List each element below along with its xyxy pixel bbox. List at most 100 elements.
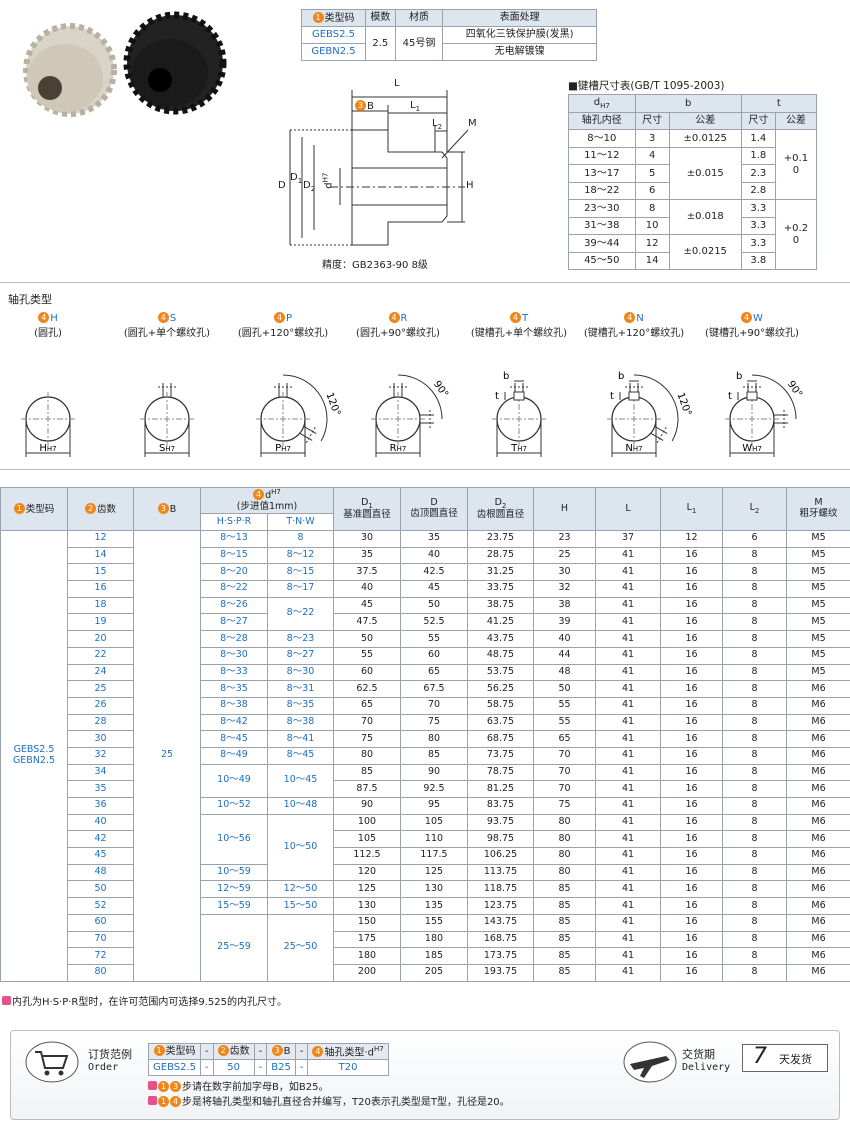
text: B25 [271, 1061, 291, 1073]
text: 105 [424, 816, 444, 828]
text: 8 [751, 816, 758, 828]
text: 11～12 [584, 150, 620, 161]
cell: 25～59 [200, 913, 268, 982]
text: 48 [558, 665, 571, 677]
row: 8～10 3 ±0.0125 1.4 +0.1 0 [568, 129, 818, 200]
hole-drawing: 120°PH7 [256, 374, 342, 457]
cell: 14 [634, 251, 670, 270]
cell: +0.1 0 [774, 129, 818, 200]
text: 41 [621, 866, 635, 878]
text: 16 [685, 932, 698, 944]
cell: 8～45 [267, 746, 334, 765]
cell: 55 [533, 713, 596, 732]
text: 32 [94, 749, 107, 761]
header-cell: 2 齿数 [67, 487, 134, 531]
text: 16 [685, 599, 698, 611]
cell: 65 [533, 730, 596, 748]
cell: 72 [67, 947, 134, 965]
row: 32 8～49 8～45 80 85 73.75 70 41 16 8 M6 [1, 746, 850, 765]
angle-arc [751, 374, 797, 420]
step-badge: 1 [153, 1045, 165, 1057]
cell: 8 [722, 546, 787, 565]
text: D [361, 496, 369, 508]
cell: 42 [67, 830, 134, 849]
text: B [367, 101, 374, 112]
text: 尺寸 [642, 115, 663, 126]
cell: 8 [722, 713, 787, 732]
text: 65 [360, 699, 374, 711]
cell: 35 [400, 530, 468, 548]
text: 齿顶圆直径 [410, 508, 458, 519]
hole-drawing: SH7 [140, 383, 194, 457]
text: 48 [94, 866, 107, 878]
dim-label: HH7 [39, 443, 56, 454]
cell: 105 [333, 830, 401, 849]
cell: 200 [333, 963, 401, 982]
text: 41 [621, 782, 635, 794]
cell: 8 [722, 680, 787, 698]
cell: 8 [722, 663, 787, 682]
cell: 25～50 [267, 913, 334, 982]
cell: 8～15 [200, 546, 268, 565]
cell: 8～38 [267, 713, 334, 732]
text: 13～17 [584, 167, 620, 179]
cell: 52.5 [400, 613, 468, 632]
cell: 2.8 [740, 181, 776, 200]
text: 41 [621, 632, 635, 644]
row: 24 8～33 8～30 60 65 53.75 48 41 16 8 M5 [1, 663, 850, 682]
cell: 75 [400, 713, 468, 732]
cell: M6 [786, 713, 850, 732]
text: M5 [811, 615, 826, 627]
cell: 18～22 [568, 181, 636, 200]
text: 55 [360, 649, 374, 661]
text: T·N·W [286, 515, 315, 527]
text: 12～50 [283, 882, 318, 894]
cell: 85 [533, 930, 596, 949]
text: 85 [558, 916, 571, 928]
cell: 8～27 [267, 646, 334, 665]
cell: ±0.015 [668, 146, 742, 200]
header-cell: 尺寸 [740, 111, 776, 130]
cell: 60 [400, 646, 468, 665]
text: 98.75 [486, 832, 515, 844]
text: 16 [685, 866, 698, 878]
text: 类型码 [165, 1046, 196, 1058]
b-label: b [736, 371, 742, 382]
text: 8 [751, 549, 758, 561]
text: 2.3 [750, 167, 767, 179]
cell: 47.5 [333, 613, 401, 632]
row: 18～22 6 2.8 [568, 181, 817, 200]
cell: 16 [660, 830, 723, 849]
text: 80 [94, 966, 107, 978]
text: ±0.015 [686, 167, 724, 179]
text: 44 [558, 649, 571, 661]
cell: 70 [533, 763, 596, 782]
angle-arc [282, 374, 328, 442]
type-code: GEBS2.5 [13, 743, 55, 755]
hole-name: (键槽孔+90°螺纹孔) [705, 328, 799, 339]
cell: M5 [786, 630, 850, 648]
hole-code-text: R [400, 313, 408, 324]
step-badge: 3 [355, 100, 366, 111]
keyway-table: dH7 b t 轴孔内径 尺寸 公差 尺寸 公差 8～10 3 ±0.0125 1.4 +0.1 0 11～… [568, 94, 818, 270]
cell: M5 [786, 596, 850, 615]
cell: 16 [660, 646, 723, 665]
cell: 18 [67, 596, 134, 615]
row: 70 175 180 168.75 85 41 16 8 M6 [1, 930, 850, 949]
angle-label: 90° [785, 379, 804, 400]
cell: M6 [786, 797, 850, 815]
text: M6 [811, 966, 826, 978]
text: H [466, 180, 474, 191]
cell: 14 [67, 546, 134, 565]
row: 45 112.5 117.5 106.25 80 41 16 8 M6 [1, 847, 850, 865]
text: 50 [94, 882, 107, 894]
dim-sub: H7 [397, 445, 407, 453]
text: M [814, 497, 823, 509]
text: 117.5 [420, 849, 448, 861]
text: 1.8 [750, 150, 767, 161]
cell: - [294, 1059, 309, 1076]
cell: 31.25 [467, 563, 534, 582]
text: M6 [811, 882, 826, 894]
cell: 8 [722, 746, 787, 765]
text: - [258, 1045, 263, 1057]
